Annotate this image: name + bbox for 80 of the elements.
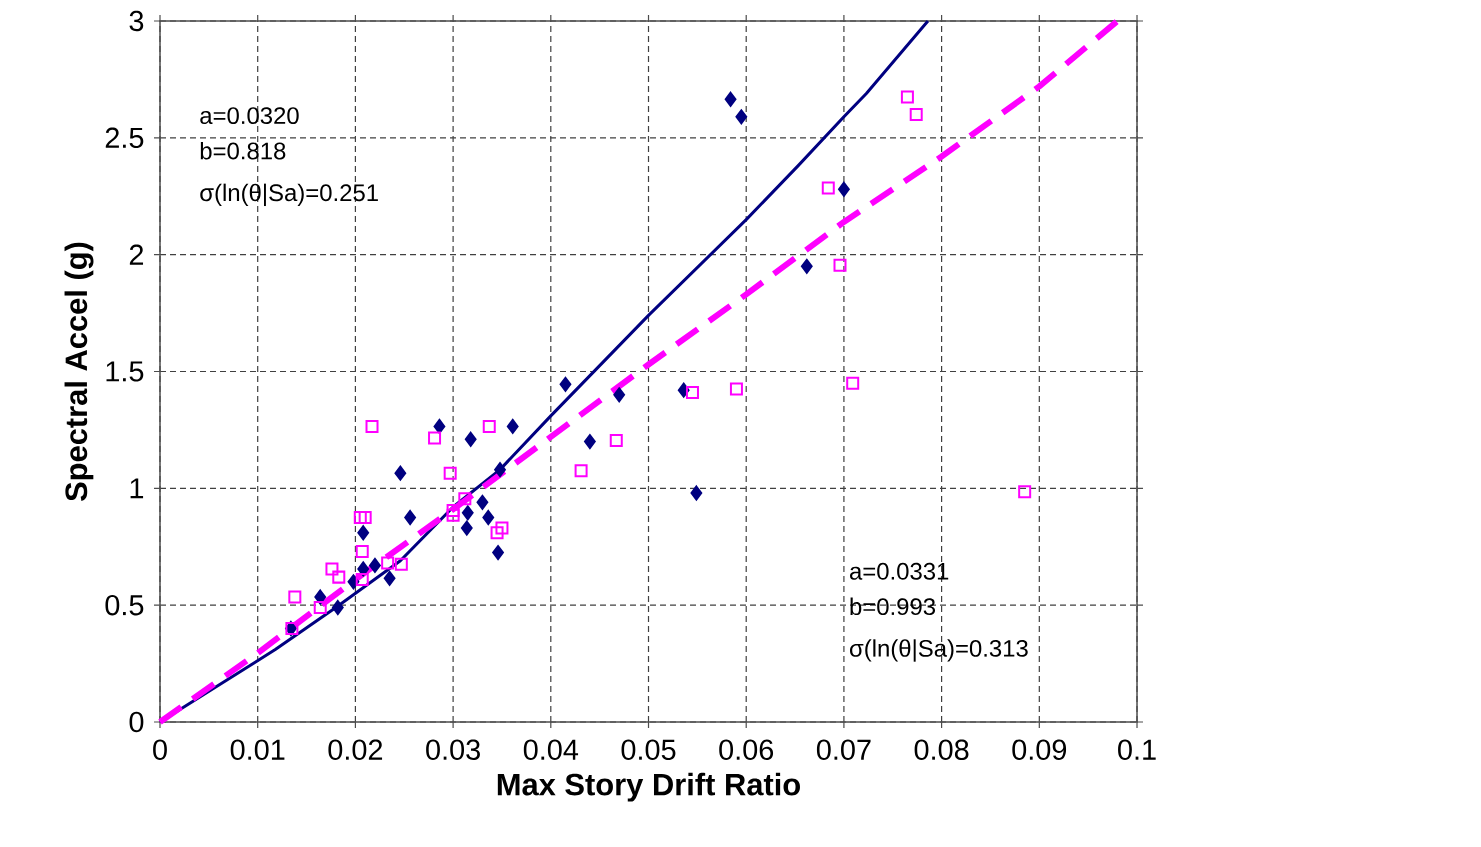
annotation: a=0.0320 xyxy=(200,107,299,125)
y-tick-label: 0.5 xyxy=(105,594,144,616)
annotation: a=0.0331 xyxy=(850,562,949,580)
point xyxy=(357,561,370,577)
point xyxy=(443,466,457,480)
point xyxy=(365,419,379,433)
point xyxy=(833,258,847,272)
x-tick-label: 0.04 xyxy=(523,739,579,760)
point xyxy=(482,419,496,433)
point xyxy=(394,557,408,571)
point xyxy=(821,181,835,195)
x-axis-title: Max Story Drift Ratio xyxy=(497,772,800,802)
point xyxy=(800,258,813,274)
point xyxy=(458,492,472,506)
point xyxy=(357,525,370,541)
point xyxy=(476,494,489,510)
point xyxy=(900,90,914,104)
point xyxy=(909,107,923,121)
point xyxy=(685,386,699,400)
point xyxy=(838,181,850,197)
x-tick-label: 0.09 xyxy=(1012,739,1067,760)
point xyxy=(381,556,395,570)
x-tick-label: 0.06 xyxy=(719,739,774,760)
y-tick-label: 2.5 xyxy=(105,127,144,149)
point xyxy=(433,418,446,434)
point xyxy=(332,570,346,584)
point xyxy=(494,462,506,478)
point xyxy=(609,433,623,447)
annotation: b=0.818 xyxy=(200,141,286,160)
y-axis-title: Spectral Accel (g) xyxy=(64,242,94,502)
x-tick-label: 0.03 xyxy=(426,739,480,760)
point xyxy=(313,601,327,614)
point xyxy=(404,510,416,526)
point xyxy=(460,520,473,536)
point xyxy=(464,431,477,447)
x-tick-label: 0.1 xyxy=(1118,739,1156,760)
point xyxy=(461,505,474,521)
annotation: σ(ln(θ|Sa)=0.313 xyxy=(849,639,1028,662)
point xyxy=(574,464,588,478)
point xyxy=(358,511,372,525)
point xyxy=(369,557,381,573)
point xyxy=(482,510,495,526)
x-tick-label: 0.07 xyxy=(816,739,871,760)
point xyxy=(584,434,596,450)
point xyxy=(690,485,703,501)
point xyxy=(428,431,442,445)
point xyxy=(495,521,509,535)
point xyxy=(492,545,504,561)
point xyxy=(490,526,504,540)
x-tick-label: 0.08 xyxy=(914,739,969,760)
point xyxy=(506,418,519,434)
point xyxy=(288,590,302,604)
x-tick-label: 0.01 xyxy=(230,739,285,760)
point xyxy=(1018,485,1032,499)
x-tick-label: 0.02 xyxy=(328,739,383,760)
point xyxy=(394,465,407,481)
point xyxy=(559,376,572,392)
point xyxy=(446,504,460,518)
point xyxy=(383,570,396,586)
y-tick-label: 3 xyxy=(129,10,144,32)
point xyxy=(613,387,626,403)
x-tick-label: 0 xyxy=(153,739,167,760)
y-tick-label: 1 xyxy=(130,478,144,499)
y-tick-label: 1.5 xyxy=(106,361,144,382)
point xyxy=(729,382,743,396)
point xyxy=(846,376,860,390)
y-tick-label: 2 xyxy=(129,244,144,265)
point xyxy=(735,109,748,125)
point xyxy=(353,511,367,525)
x-tick-label: 0.05 xyxy=(621,739,676,760)
point xyxy=(446,508,460,522)
point xyxy=(331,600,344,615)
point xyxy=(724,91,737,107)
point xyxy=(347,574,360,590)
point xyxy=(355,572,369,586)
y-tick-label: 0 xyxy=(129,711,144,733)
point xyxy=(314,589,327,605)
point xyxy=(355,544,369,558)
point xyxy=(325,562,339,576)
annotation: σ(ln(θ|Sa)=0.251 xyxy=(200,183,378,207)
